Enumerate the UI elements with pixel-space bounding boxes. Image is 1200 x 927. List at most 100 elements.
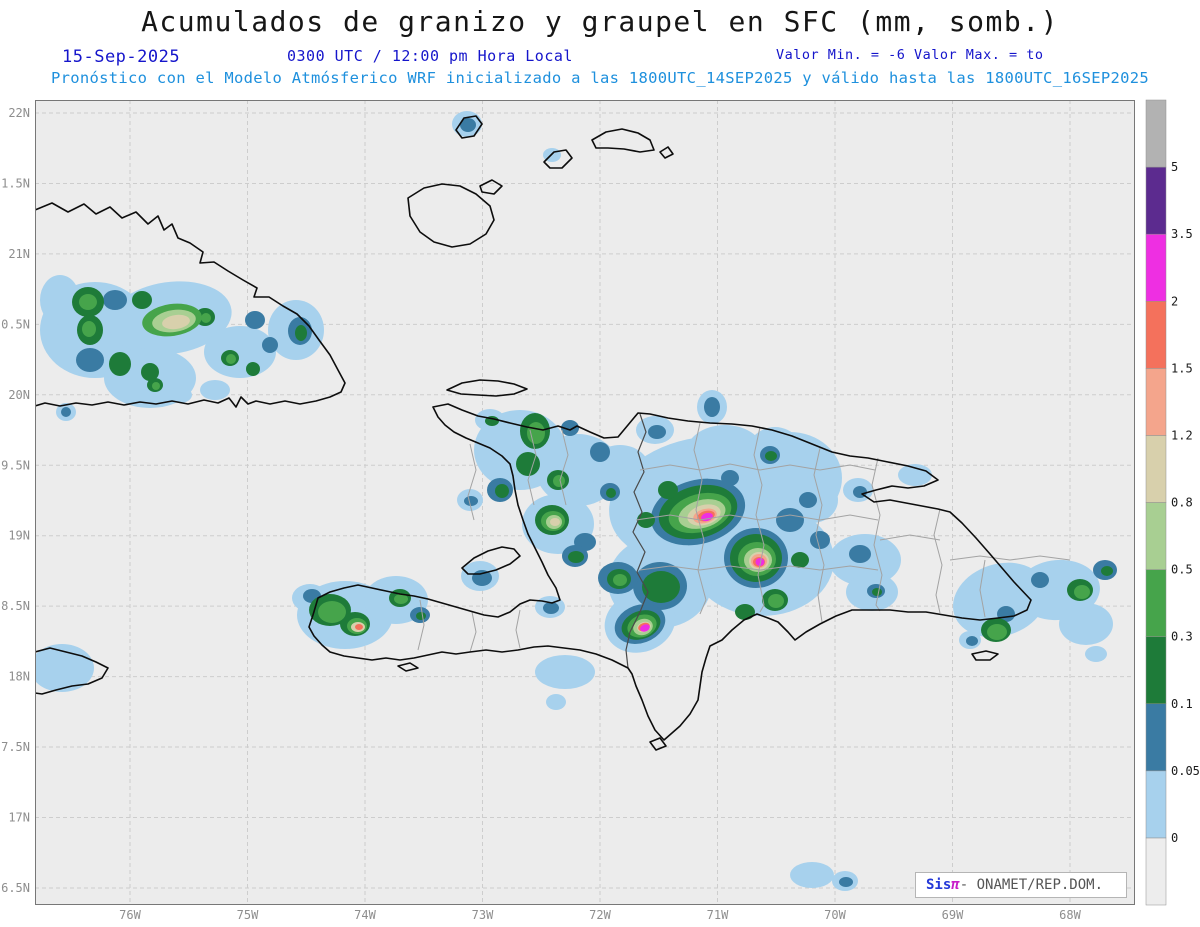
model-init-line: Pronóstico con el Modelo Atmósferico WRF…	[50, 69, 1150, 87]
precip-cell	[262, 337, 278, 353]
precip-cell	[495, 484, 509, 498]
precip-cell	[1085, 646, 1107, 662]
sispi-logo-pi: π	[951, 877, 960, 893]
colorbar-label: 0.5	[1171, 563, 1193, 577]
precip-cell	[543, 602, 559, 614]
precip-cell	[606, 488, 616, 498]
precip-cell	[226, 354, 236, 364]
precip-cell	[966, 636, 978, 646]
colorbar-segment	[1145, 301, 1167, 369]
islet-nw-coastline	[455, 115, 483, 139]
gonave-coastline	[461, 546, 521, 575]
precip-cell	[416, 612, 426, 620]
coastlines	[35, 115, 1032, 751]
colorbar-label: 0.3	[1171, 630, 1193, 644]
colorbar-label: 3.5	[1171, 227, 1193, 241]
caicos-west-coastline	[543, 149, 573, 169]
precip-cell	[637, 512, 655, 528]
y-tick-label: 21N	[8, 247, 30, 261]
precip-cell	[76, 348, 104, 372]
precip-cell	[82, 321, 96, 337]
precip-cell	[721, 470, 739, 486]
precip-cell	[535, 655, 595, 689]
colorbar-label: 0	[1171, 831, 1178, 845]
colorbar-segment	[1145, 502, 1167, 570]
y-tick-label: 1.5N	[1, 176, 30, 190]
precip-cell	[648, 425, 666, 439]
precip-cell	[810, 531, 830, 549]
province-border	[933, 508, 943, 614]
precip-cell	[103, 290, 127, 310]
y-tick-label: 18N	[8, 670, 30, 684]
tortuga-coastline	[446, 379, 528, 397]
haiti-dr-border	[625, 413, 649, 669]
x-tick-label: 73W	[472, 908, 494, 922]
precip-cell	[987, 624, 1007, 640]
precip-cell	[204, 326, 276, 378]
province-border	[693, 422, 707, 615]
colorbar-segment	[1145, 99, 1167, 168]
precip-cell	[590, 442, 610, 462]
province-borders	[417, 413, 1071, 669]
province-border	[527, 429, 537, 506]
province-border	[813, 447, 825, 623]
saona-coastline	[971, 650, 999, 661]
precip-cell	[527, 422, 545, 444]
province-border	[417, 599, 425, 651]
precip-cell	[546, 694, 566, 710]
x-tick-label: 75W	[237, 908, 259, 922]
y-tick-label: 0.5N	[1, 317, 30, 331]
precip-cell	[849, 545, 871, 563]
colorbar-segment	[1145, 703, 1167, 772]
precip-cell	[200, 380, 230, 400]
colorbar-label: 5	[1171, 160, 1178, 174]
y-tick-label: 17N	[8, 811, 30, 825]
y-tick-label: 6.5N	[1, 881, 30, 895]
precip-cell	[40, 275, 80, 325]
precip-cell	[201, 313, 211, 323]
precip-cell	[168, 387, 192, 403]
precip-cell	[132, 291, 152, 309]
precip-cell	[568, 551, 584, 563]
x-tick-label: 71W	[707, 908, 729, 922]
colorbar-label: 1.5	[1171, 361, 1193, 375]
precip-cell	[152, 382, 160, 390]
colorbar-segment	[1145, 435, 1167, 503]
ile-a-vache-coastline	[397, 662, 419, 672]
precip-cell	[561, 420, 579, 436]
precip-cell	[79, 294, 97, 310]
precip-cell	[735, 604, 755, 620]
precip-cell	[464, 496, 478, 506]
y-tick-label: 19N	[8, 529, 30, 543]
x-tick-label: 76W	[119, 908, 141, 922]
precip-cell	[162, 314, 190, 330]
precip-cell	[872, 588, 882, 596]
colorbar-label: 2	[1171, 294, 1178, 308]
precip-cell	[799, 492, 817, 508]
colorbar-segment	[1145, 166, 1167, 235]
page-title: Acumulados de granizo y graupel en SFC (…	[141, 5, 1059, 38]
province-border	[979, 559, 986, 618]
colorbar-segment	[1145, 569, 1167, 637]
precip-cell	[1074, 585, 1090, 599]
precip-cell	[246, 362, 260, 376]
value-min-max: Valor Min. = -6 Valor Max. = to	[776, 47, 1044, 63]
caicos-main-coastline	[591, 128, 655, 153]
hail-shaded-field	[35, 111, 1117, 891]
precip-cell	[460, 118, 476, 132]
x-tick-label: 69W	[942, 908, 964, 922]
precip-cell	[791, 552, 809, 568]
colorbar-label: 0.1	[1171, 697, 1193, 711]
y-tick-label: 22N	[8, 106, 30, 120]
precip-cell	[704, 397, 720, 417]
province-border	[949, 555, 1071, 561]
forecast-valid-time: 0300 UTC / 12:00 pm Hora Local	[287, 47, 573, 65]
colorbar-label: 0.8	[1171, 496, 1193, 510]
precip-cell	[1101, 566, 1113, 576]
precip-cell	[295, 325, 307, 341]
precip-cell	[613, 574, 627, 586]
colorbar-scale: 0 0.05 0.1 0.3 0.5 0.8 1.2 1.5 2 3.5 5	[1145, 99, 1200, 906]
y-tick-label: 9.5N	[1, 458, 30, 472]
precip-cell	[245, 311, 265, 329]
forecast-date: 15-Sep-2025	[62, 47, 181, 67]
